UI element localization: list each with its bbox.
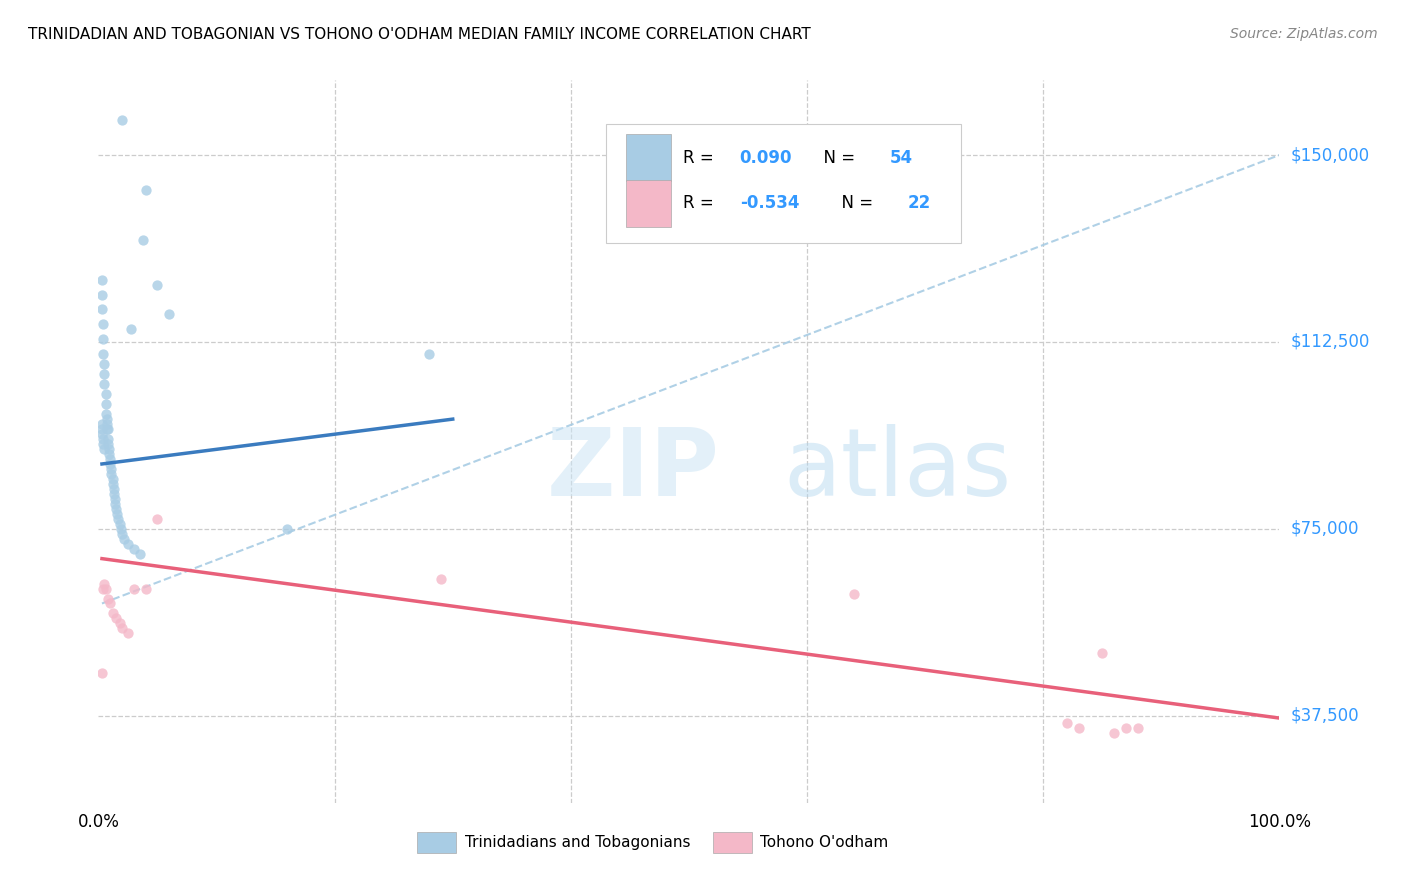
FancyBboxPatch shape — [713, 831, 752, 854]
Text: atlas: atlas — [783, 425, 1012, 516]
Point — [276, 522, 298, 536]
Point — [430, 572, 453, 586]
Point — [146, 277, 169, 292]
Point — [96, 417, 118, 431]
Point — [157, 308, 180, 322]
Point — [97, 437, 120, 451]
Text: -0.534: -0.534 — [740, 194, 799, 212]
Text: Tohono O'odham: Tohono O'odham — [759, 835, 889, 850]
Point — [91, 427, 114, 442]
Point — [93, 377, 115, 392]
Text: 0.090: 0.090 — [740, 149, 792, 167]
Point — [94, 397, 117, 411]
Point — [1115, 721, 1137, 735]
Point — [146, 512, 169, 526]
FancyBboxPatch shape — [626, 134, 671, 181]
Point — [98, 452, 121, 467]
Point — [128, 547, 150, 561]
Point — [100, 467, 122, 481]
Point — [93, 368, 115, 382]
Point — [108, 516, 131, 531]
Point — [103, 482, 125, 496]
Point — [1102, 726, 1125, 740]
Point — [91, 287, 114, 301]
Point — [91, 582, 114, 596]
Point — [107, 512, 129, 526]
Point — [110, 522, 132, 536]
Point — [97, 591, 120, 606]
Point — [117, 626, 139, 640]
Text: R =: R = — [683, 149, 718, 167]
Point — [117, 537, 139, 551]
Text: $75,000: $75,000 — [1291, 520, 1360, 538]
Point — [1056, 716, 1078, 731]
Text: $112,500: $112,500 — [1291, 333, 1369, 351]
Point — [844, 586, 866, 600]
FancyBboxPatch shape — [626, 179, 671, 227]
Text: $37,500: $37,500 — [1291, 706, 1360, 724]
Point — [97, 422, 120, 436]
Point — [98, 597, 121, 611]
Text: N =: N = — [831, 194, 877, 212]
Text: R =: R = — [683, 194, 718, 212]
Point — [104, 491, 127, 506]
Point — [108, 616, 131, 631]
Point — [91, 432, 114, 446]
Text: 54: 54 — [890, 149, 912, 167]
Point — [111, 621, 134, 635]
Point — [91, 422, 114, 436]
Point — [111, 113, 134, 128]
Text: TRINIDADIAN AND TOBAGONIAN VS TOHONO O'ODHAM MEDIAN FAMILY INCOME CORRELATION CH: TRINIDADIAN AND TOBAGONIAN VS TOHONO O'O… — [28, 27, 811, 42]
Point — [97, 432, 120, 446]
Text: N =: N = — [813, 149, 860, 167]
Point — [91, 347, 114, 361]
Point — [418, 347, 440, 361]
FancyBboxPatch shape — [606, 124, 960, 243]
Point — [1067, 721, 1090, 735]
Point — [100, 462, 122, 476]
Point — [111, 526, 134, 541]
Point — [122, 582, 145, 596]
Point — [112, 532, 135, 546]
Point — [91, 417, 114, 431]
Point — [135, 582, 157, 596]
Point — [91, 332, 114, 346]
Point — [94, 582, 117, 596]
Point — [93, 442, 115, 456]
Text: ZIP: ZIP — [547, 425, 720, 516]
Point — [91, 437, 114, 451]
Point — [96, 412, 118, 426]
Point — [93, 576, 115, 591]
Point — [135, 183, 157, 197]
Point — [1091, 646, 1114, 660]
Point — [96, 422, 118, 436]
Point — [121, 322, 143, 336]
Point — [105, 611, 128, 625]
Text: Source: ZipAtlas.com: Source: ZipAtlas.com — [1230, 27, 1378, 41]
Text: $150,000: $150,000 — [1291, 146, 1369, 164]
Point — [101, 476, 124, 491]
Point — [94, 387, 117, 401]
Point — [91, 272, 114, 286]
Point — [98, 447, 121, 461]
Point — [91, 318, 114, 332]
Point — [122, 541, 145, 556]
Point — [98, 457, 121, 471]
Point — [101, 472, 124, 486]
Text: 22: 22 — [907, 194, 931, 212]
Text: Trinidadians and Tobagonians: Trinidadians and Tobagonians — [464, 835, 690, 850]
Point — [1126, 721, 1149, 735]
Point — [91, 666, 114, 681]
Point — [103, 487, 125, 501]
Point — [91, 302, 114, 317]
Point — [98, 442, 121, 456]
Point — [105, 501, 128, 516]
FancyBboxPatch shape — [418, 831, 457, 854]
Point — [101, 607, 124, 621]
Point — [94, 407, 117, 421]
Point — [104, 497, 127, 511]
Point — [105, 507, 128, 521]
Point — [132, 233, 155, 247]
Point — [93, 357, 115, 371]
